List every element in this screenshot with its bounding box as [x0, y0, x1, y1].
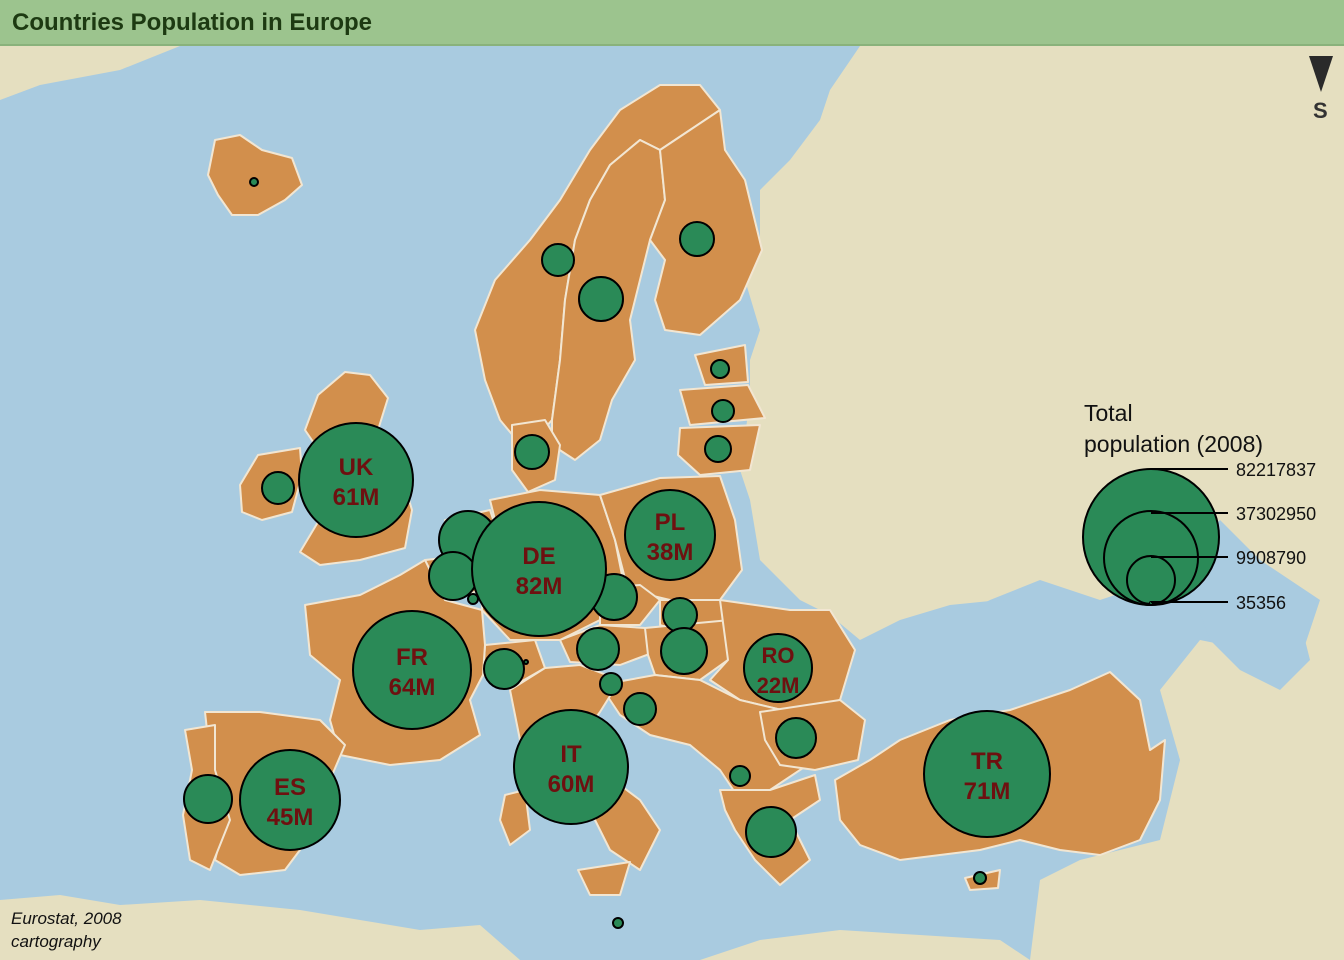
bubble-macedonia: [729, 765, 751, 787]
bubble-lithuania: [704, 435, 732, 463]
bubble-liechtenstein: [523, 659, 529, 665]
bubble-pop-ro: 22M: [757, 673, 800, 698]
bubble-code-ro: RO: [762, 643, 795, 668]
land-blacksea: [860, 600, 1080, 700]
bubble-pop-tr: 71M: [964, 778, 1011, 805]
bubble-slovakia: [662, 597, 698, 633]
country-sicily: [577, 861, 631, 896]
bubble-iceland: [249, 177, 259, 187]
compass-direction: S: [1313, 98, 1328, 123]
legend-value-4: 35356: [1236, 593, 1286, 613]
land-caspian: [1195, 560, 1310, 690]
bubble-code-uk: UK: [339, 454, 374, 481]
bubble-cyprus: [973, 871, 987, 885]
country-iceland: [207, 134, 303, 216]
bubble-it: [513, 709, 629, 825]
bubble-ireland: [261, 471, 295, 505]
bubble-slovenia: [599, 672, 623, 696]
small-bubbles: [183, 177, 987, 929]
legend-value-3: 9908790: [1236, 548, 1306, 568]
source-credit: Eurostat, 2008 cartography: [11, 907, 122, 953]
north-arrow-icon: [1309, 56, 1333, 92]
bubble-hungary: [660, 627, 708, 675]
bubble-bulgaria: [775, 717, 817, 759]
legend-graphic: 82217837 37302950 9908790 35356: [1082, 460, 1316, 613]
land-africa: [0, 895, 520, 960]
labelled-bubbles: UK 61M DE 82M PL 38M FR 64M RO 22M IT 60M ES 45M TR 71M: [239, 422, 1051, 851]
bubble-switzerland: [483, 648, 525, 690]
bubble-pop-de: 82M: [516, 573, 563, 600]
bubble-code-pl: PL: [655, 509, 686, 536]
bubble-pop-uk: 61M: [333, 484, 380, 511]
bubble-code-de: DE: [522, 543, 555, 570]
bubble-de: [471, 501, 607, 637]
bubble-tr: [923, 710, 1051, 838]
source-line1: Eurostat, 2008: [11, 909, 122, 928]
bubble-uk: [298, 422, 414, 538]
bubble-code-tr: TR: [971, 748, 1003, 775]
bubble-latvia: [711, 399, 735, 423]
legend-title-line1: Total: [1084, 400, 1133, 426]
bubble-fr: [352, 610, 472, 730]
europe-map: UK 61M DE 82M PL 38M FR 64M RO 22M IT 60M ES 45M TR 71M…: [0, 46, 1344, 960]
legend-title: Total population (2008): [1084, 398, 1263, 460]
source-line2: cartography: [11, 932, 101, 951]
bubble-estonia: [710, 359, 730, 379]
bubble-belgium: [428, 551, 478, 601]
bubble-finland: [679, 221, 715, 257]
bubble-norway: [541, 243, 575, 277]
legend-circle-3: [1126, 555, 1176, 605]
country-finland: [649, 109, 763, 336]
bubble-malta: [612, 917, 624, 929]
bubble-es: [239, 749, 341, 851]
bubble-pop-es: 45M: [267, 804, 314, 831]
bubble-pop-pl: 38M: [647, 539, 694, 566]
legend-value-1: 82217837: [1236, 460, 1316, 480]
land-africa-east: [700, 930, 1030, 960]
bubble-pop-fr: 64M: [389, 674, 436, 701]
bubble-code-fr: FR: [396, 644, 428, 671]
bubble-portugal: [183, 774, 233, 824]
page-title: Countries Population in Europe: [12, 9, 372, 36]
bubble-croatia: [623, 692, 657, 726]
bubble-sweden: [578, 276, 624, 322]
bubble-code-es: ES: [274, 774, 306, 801]
compass: S: [1306, 56, 1336, 126]
land-greenland-edge: [0, 46, 180, 100]
bubble-ro: [743, 633, 813, 703]
legend-title-line2: population (2008): [1084, 431, 1264, 457]
bubble-denmark: [514, 434, 550, 470]
bubble-code-it: IT: [560, 741, 582, 768]
bubble-austria: [576, 627, 620, 671]
bubble-pop-it: 60M: [548, 771, 595, 798]
bubble-pl: [624, 489, 716, 581]
land-east: [740, 46, 1344, 960]
bubble-greece: [745, 806, 797, 858]
legend-value-2: 37302950: [1236, 504, 1316, 524]
title-bar: Countries Population in Europe: [0, 0, 1344, 46]
